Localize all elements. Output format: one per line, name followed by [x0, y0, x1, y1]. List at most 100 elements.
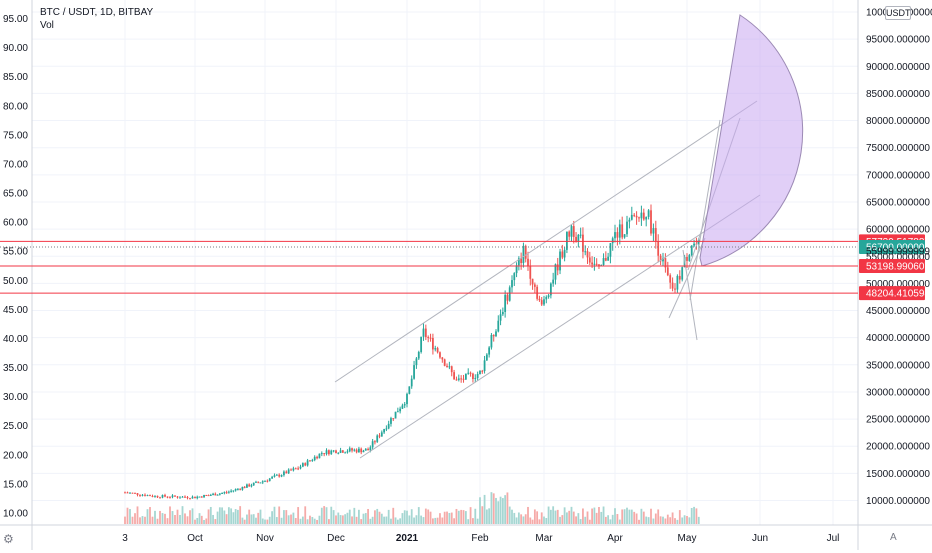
candle-body — [501, 311, 504, 315]
volume-label[interactable]: Vol — [40, 20, 54, 31]
candle-body — [472, 373, 474, 380]
candle-body — [194, 496, 196, 499]
candle-body — [690, 245, 693, 256]
volume-bar — [234, 509, 237, 524]
volume-bar — [559, 516, 561, 524]
price-label-box — [859, 240, 925, 255]
volume-bar — [602, 506, 605, 524]
candle-body — [662, 258, 664, 262]
candle-body — [508, 287, 511, 301]
candle-body — [616, 232, 619, 238]
volume-bar — [695, 508, 698, 524]
volume-bar — [320, 507, 323, 524]
volume-bar — [540, 512, 543, 524]
candle-body — [126, 492, 129, 494]
volume-bar — [294, 518, 297, 524]
candle-body — [604, 258, 607, 261]
volume-bar — [652, 518, 655, 524]
candle-body — [237, 488, 239, 490]
candle-body — [292, 468, 295, 471]
chart-legend: BTC / USDT, 1D, BITBAY Vol — [40, 6, 153, 32]
candle-body — [273, 475, 276, 477]
volume-bar — [600, 511, 603, 524]
left-axis-tick-label: 60.00 — [3, 218, 28, 229]
volume-bar — [306, 519, 309, 524]
volume-bar — [355, 516, 358, 524]
candle-body — [513, 273, 516, 281]
volume-bar — [241, 517, 244, 524]
volume-bar — [647, 517, 650, 524]
candle-body — [595, 263, 598, 265]
volume-bar — [403, 510, 406, 524]
candle-body — [408, 386, 411, 394]
candle-body — [179, 497, 181, 499]
volume-bar — [554, 510, 557, 524]
candle-body — [311, 460, 314, 462]
volume-bar — [457, 510, 460, 524]
volume-bar — [688, 517, 691, 524]
volume-bar — [495, 497, 497, 524]
volume-bar — [561, 515, 564, 524]
candle-body — [582, 234, 584, 252]
volume-bar — [422, 517, 425, 524]
volume-bar — [436, 517, 439, 524]
volume-bar — [517, 512, 520, 524]
x-axis-tick-label: Oct — [187, 533, 203, 544]
volume-bar — [200, 515, 203, 524]
volume-bar — [392, 507, 395, 524]
candle-body — [413, 365, 415, 379]
volume-bar — [690, 508, 693, 524]
volume-bar — [257, 512, 260, 524]
right-axis-tick-label: 75000.000000 — [866, 143, 930, 154]
auto-scale-button[interactable]: A — [890, 532, 897, 543]
gear-icon[interactable]: ⚙ — [3, 532, 14, 546]
volume-bar — [339, 515, 342, 524]
volume-bar — [243, 519, 246, 524]
symbol-title[interactable]: BTC / USDT, 1D, BITBAY — [40, 7, 154, 18]
volume-bar — [126, 507, 129, 524]
candle-body — [664, 258, 667, 268]
volume-bar — [582, 508, 584, 524]
candle-body — [577, 234, 580, 242]
candle-body — [399, 408, 402, 412]
candle-body — [278, 474, 281, 477]
candle-body — [241, 486, 244, 490]
candle-body — [572, 226, 575, 237]
candle-body — [568, 231, 571, 237]
candle-body — [609, 243, 612, 257]
volume-bar — [189, 510, 191, 524]
volume-bar — [671, 512, 674, 524]
volume-bar — [346, 512, 349, 524]
volume-bar — [490, 492, 493, 524]
candle-body — [654, 228, 657, 241]
volume-bar — [586, 511, 589, 524]
candle-body — [200, 496, 203, 498]
candle-body — [360, 448, 363, 453]
price-label-text: 48204.410598 — [866, 289, 930, 300]
candle-body — [166, 496, 169, 498]
x-axis-tick-label: Feb — [471, 533, 489, 544]
volume-bar — [328, 519, 330, 524]
left-axis-tick-label: 55.00 — [3, 247, 28, 258]
x-axis-tick-label: Nov — [256, 533, 274, 544]
volume-bar — [318, 515, 321, 524]
volume-bar — [278, 506, 281, 524]
right-axis-tick-label: 80000.000000 — [866, 116, 930, 127]
candle-body — [259, 482, 262, 484]
candle-body — [424, 328, 427, 338]
candle-body — [250, 485, 253, 487]
volume-bar — [374, 510, 376, 524]
candle-body — [429, 337, 432, 339]
volume-bar — [410, 509, 413, 524]
volume-bar — [633, 511, 636, 524]
currency-badge[interactable]: USDT — [885, 6, 911, 20]
volume-bar — [476, 518, 479, 524]
candle-body — [330, 450, 333, 455]
x-axis-tick-label: Mar — [535, 533, 553, 544]
volume-bar — [499, 496, 502, 524]
volume-bar — [285, 510, 288, 524]
candle-body — [396, 411, 399, 413]
candle-body — [169, 497, 171, 499]
